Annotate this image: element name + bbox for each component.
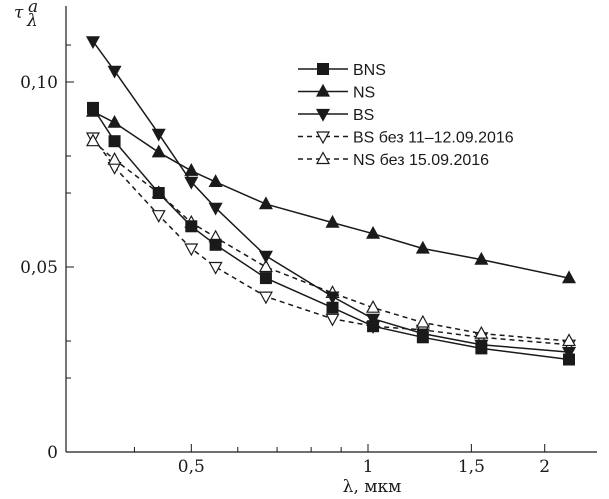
legend-marker xyxy=(317,63,329,75)
data-point xyxy=(561,270,577,284)
axes: 0 0,05 0,10 0,5 1 1,5 2 xyxy=(20,6,597,477)
legend-item: BNS xyxy=(298,62,386,79)
y-tick-label: 0,10 xyxy=(20,73,58,93)
data-point xyxy=(258,250,273,264)
data-point xyxy=(325,313,340,327)
data-point xyxy=(258,259,273,273)
legend-item: BS без 11–12.09.2016 xyxy=(298,130,514,147)
legend-item: NS без 15.09.2016 xyxy=(298,151,489,169)
data-point xyxy=(259,272,272,285)
data-point xyxy=(208,261,223,275)
data-point xyxy=(258,196,273,210)
data-point xyxy=(258,291,273,305)
data-point xyxy=(184,176,199,190)
legend: BNS NS BS BS без 11–12.09.2016 NS без 15.09.… xyxy=(298,62,514,169)
y-axis-label-sub: λ xyxy=(26,11,38,31)
data-point xyxy=(415,328,430,342)
legend-marker xyxy=(315,131,331,145)
y-axis-label-main: τ xyxy=(14,3,24,23)
legend-marker xyxy=(315,108,331,122)
data-point xyxy=(107,151,122,165)
legend-item: BS xyxy=(298,107,374,124)
data-point xyxy=(185,220,198,233)
data-point xyxy=(151,128,166,142)
legend-label: BS без 11–12.09.2016 xyxy=(353,130,514,147)
data-point xyxy=(415,240,430,254)
series-ns xyxy=(85,103,577,284)
data-point xyxy=(366,313,381,327)
x-tick-label: 1 xyxy=(363,457,374,477)
legend-label: NS без 15.09.2016 xyxy=(353,152,489,169)
series-bs-dashed xyxy=(85,132,577,353)
data-point xyxy=(151,144,166,158)
y-tick-label: 0 xyxy=(47,443,58,463)
data-point xyxy=(366,225,381,239)
data-point xyxy=(474,251,489,265)
series-line xyxy=(92,140,570,342)
data-point xyxy=(208,202,223,216)
legend-marker xyxy=(315,151,331,165)
data-point xyxy=(561,333,577,347)
data-point xyxy=(108,135,121,148)
legend-label: BNS xyxy=(353,62,386,79)
data-point xyxy=(85,103,101,117)
legend-item: NS xyxy=(298,83,375,102)
y-axis-label-sup: a xyxy=(28,0,38,17)
series-layer xyxy=(85,36,577,366)
data-point xyxy=(208,174,223,187)
x-tick-label: 0,5 xyxy=(178,457,205,477)
legend-label: BS xyxy=(353,107,374,124)
series-bs xyxy=(85,36,577,360)
data-point xyxy=(85,36,101,50)
data-point xyxy=(474,325,489,339)
data-point xyxy=(107,114,122,128)
data-point xyxy=(366,299,381,313)
data-point xyxy=(209,238,222,251)
data-point xyxy=(184,163,199,176)
data-point xyxy=(184,243,199,257)
data-point xyxy=(152,187,165,199)
data-point xyxy=(325,214,340,228)
x-axis-label: λ, мкм xyxy=(343,477,402,497)
y-tick-label: 0,05 xyxy=(20,258,58,278)
data-point xyxy=(561,347,577,360)
y-axis-label: τ xyxy=(14,3,24,23)
legend-marker xyxy=(315,83,331,97)
x-tick-label: 2 xyxy=(539,457,550,477)
data-point xyxy=(474,339,489,353)
data-point xyxy=(151,210,166,223)
legend-label: NS xyxy=(353,85,375,102)
data-point xyxy=(85,133,101,147)
data-point xyxy=(325,291,340,305)
data-point xyxy=(107,65,122,79)
x-tick-label: 1,5 xyxy=(458,457,485,477)
data-point xyxy=(415,314,430,328)
